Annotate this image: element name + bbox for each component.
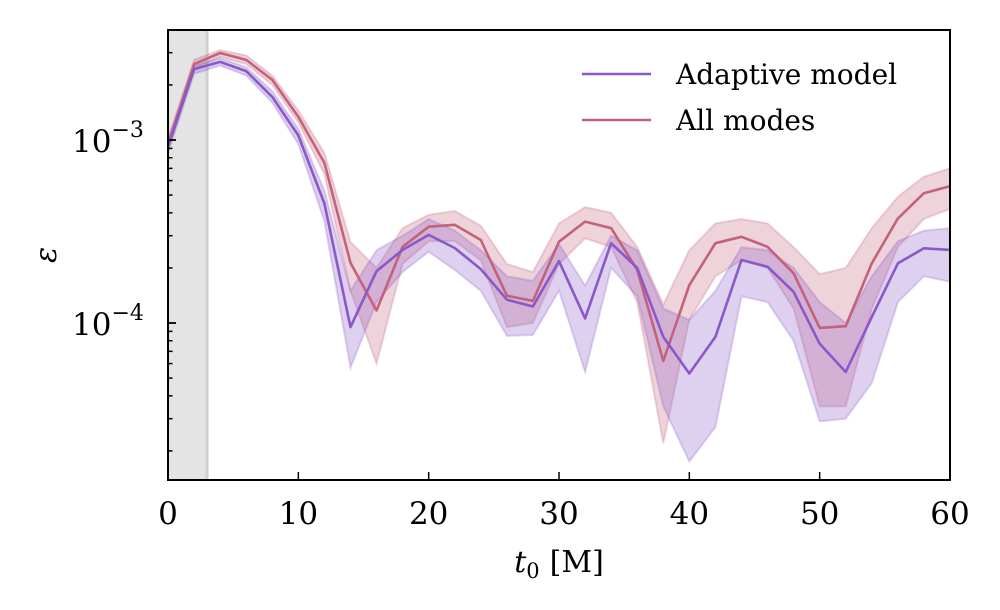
y-tick-label: 10−3: [72, 118, 144, 160]
band-all-modes: [168, 49, 950, 444]
x-axis-label: t0 [M]: [514, 545, 604, 583]
x-tick-label: 10: [279, 496, 318, 532]
x-tick-label: 60: [930, 496, 969, 532]
series-lines: [168, 51, 950, 375]
y-tick-label-exponent: −4: [111, 301, 143, 326]
x-axis-label-subscript: 0: [526, 559, 539, 583]
plot-area: [168, 30, 950, 480]
legend: Adaptive model All modes: [582, 58, 897, 137]
x-tick-label: 20: [409, 496, 448, 532]
x-axis-label-unit: [M]: [550, 545, 604, 580]
y-tick-label-exponent: −3: [111, 118, 143, 143]
shaded-region: [168, 30, 208, 480]
x-axis-label-main: t: [514, 545, 527, 580]
x-tick-label: 0: [158, 496, 178, 532]
line-adaptive-model: [168, 60, 950, 375]
y-axis-label: ε: [29, 247, 64, 263]
x-axis: 0 10 20 30 40 50 60: [158, 472, 970, 532]
line-all-modes: [168, 51, 950, 363]
legend-label-adaptive-model: Adaptive model: [675, 58, 897, 91]
x-axis-label-group: t0 [M]: [514, 545, 604, 583]
y-axis-label-group: ε: [29, 247, 64, 263]
y-axis: 10−310−4: [72, 29, 176, 452]
x-tick-label: 50: [800, 496, 839, 532]
legend-label-all-modes: All modes: [675, 104, 815, 137]
x-tick-label: 40: [670, 496, 709, 532]
y-tick-label-base: 10: [72, 307, 111, 343]
x-tick-label: 30: [539, 496, 578, 532]
y-tick-label-base: 10: [72, 124, 111, 160]
confidence-bands: [168, 49, 950, 464]
y-tick-label: 10−4: [72, 301, 144, 343]
